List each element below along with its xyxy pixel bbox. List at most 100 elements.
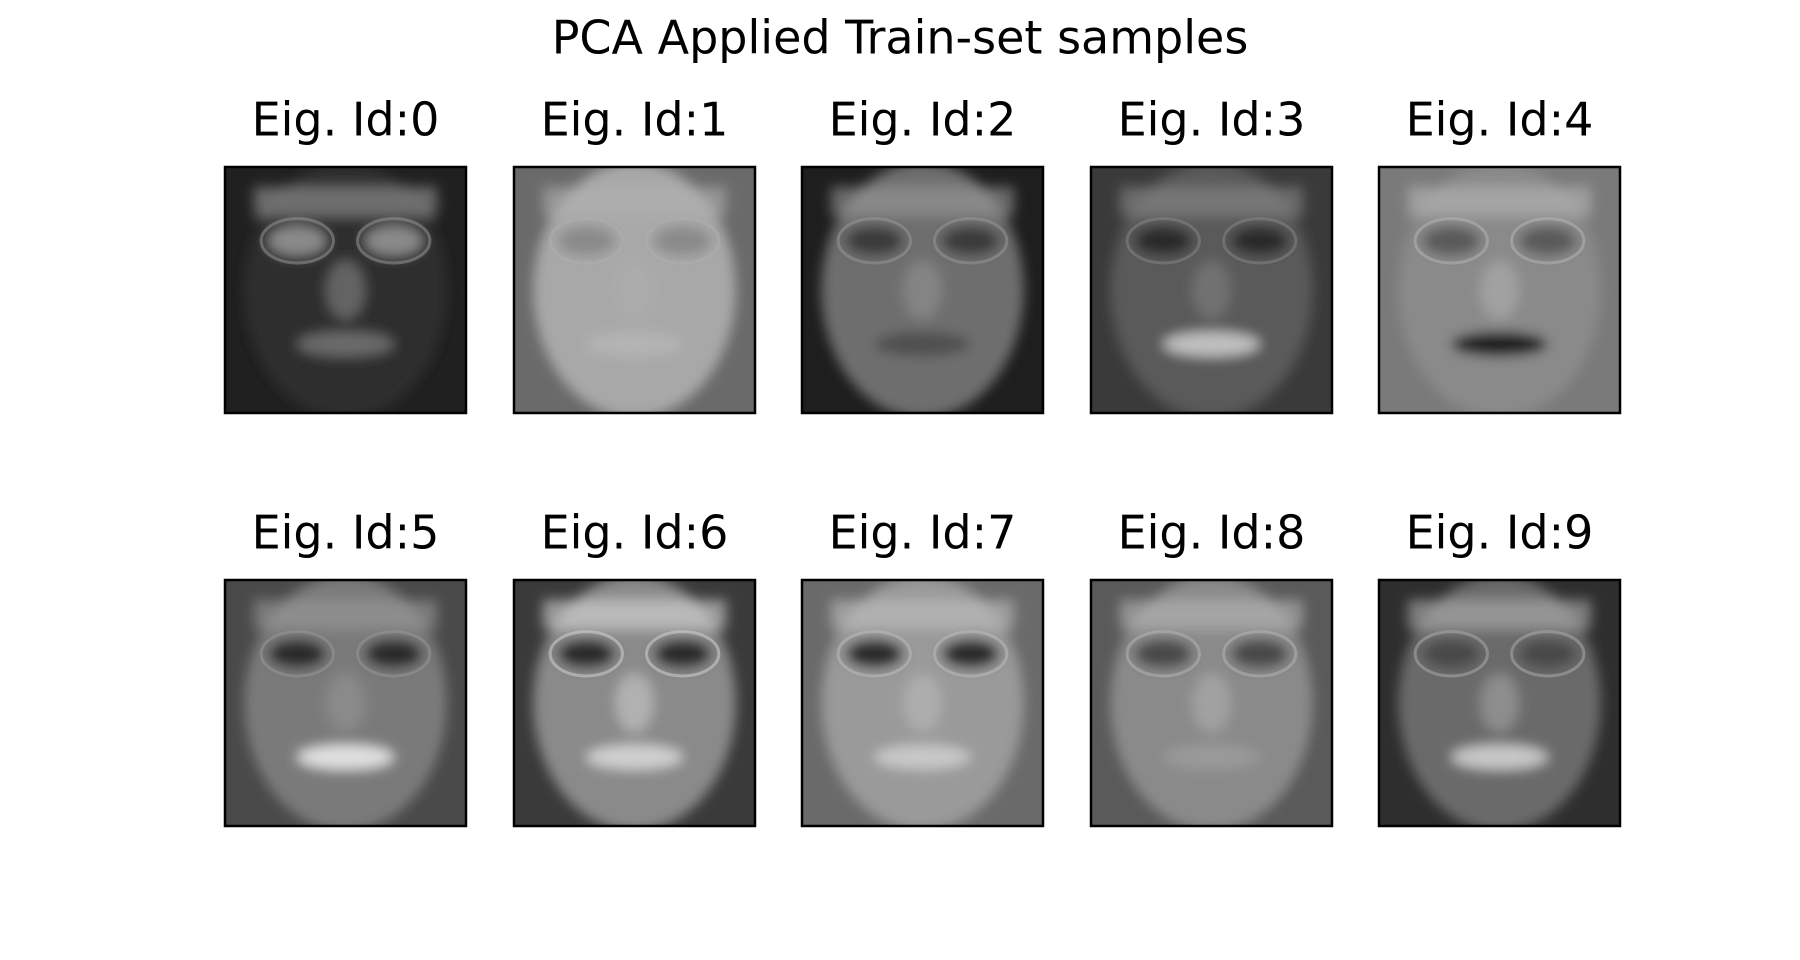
face-image xyxy=(225,167,466,413)
forehead xyxy=(253,186,438,217)
eye xyxy=(1134,639,1193,669)
face-shapes xyxy=(821,167,1024,413)
eye xyxy=(1230,226,1289,256)
eye xyxy=(268,639,327,669)
glasses xyxy=(933,217,1009,265)
glasses xyxy=(836,630,912,678)
face-panel: Eig. Id:0 xyxy=(223,93,468,415)
eye xyxy=(364,639,423,669)
glasses xyxy=(1222,630,1298,678)
face-image xyxy=(802,167,1043,413)
panel-frame xyxy=(223,165,468,415)
face-shapes xyxy=(1110,580,1313,826)
glasses xyxy=(1413,217,1489,265)
panel-label: Eig. Id:2 xyxy=(829,93,1017,147)
nose xyxy=(326,260,365,320)
eye xyxy=(557,226,616,256)
mouth xyxy=(1163,744,1260,770)
panel-frame xyxy=(512,578,757,828)
forehead xyxy=(830,186,1015,217)
panel-frame xyxy=(800,578,1045,828)
eye xyxy=(1518,226,1577,256)
face-panel: Eig. Id:1 xyxy=(512,93,757,415)
face-panel: Eig. Id:8 xyxy=(1089,506,1334,828)
face-image xyxy=(514,167,755,413)
eye xyxy=(653,639,712,669)
face-image xyxy=(1091,580,1332,826)
glasses xyxy=(836,217,912,265)
face-image xyxy=(1091,167,1332,413)
nose xyxy=(1192,673,1231,733)
face-panel: Eig. Id:2 xyxy=(800,93,1045,415)
face-panel: Eig. Id:7 xyxy=(800,506,1045,828)
mouth xyxy=(1163,331,1260,357)
face-panel: Eig. Id:3 xyxy=(1089,93,1334,415)
nose xyxy=(903,673,942,733)
glasses xyxy=(1125,630,1201,678)
mouth xyxy=(586,744,683,770)
face-shapes xyxy=(821,580,1024,826)
forehead xyxy=(1119,599,1304,630)
eye xyxy=(364,226,423,256)
eye xyxy=(941,226,1000,256)
glasses xyxy=(645,630,721,678)
eye xyxy=(941,639,1000,669)
forehead xyxy=(1407,599,1592,630)
nose xyxy=(1480,673,1519,733)
nose xyxy=(903,260,942,320)
mouth xyxy=(874,744,971,770)
panel-label: Eig. Id:7 xyxy=(829,506,1017,560)
mouth xyxy=(586,331,683,357)
glasses xyxy=(1125,217,1201,265)
glasses xyxy=(259,217,335,265)
eye xyxy=(845,226,904,256)
face-image xyxy=(514,580,755,826)
panel-label: Eig. Id:5 xyxy=(252,506,440,560)
eye xyxy=(1422,639,1481,669)
panel-label: Eig. Id:3 xyxy=(1118,93,1306,147)
eye xyxy=(1230,639,1289,669)
nose xyxy=(326,673,365,733)
face-shapes xyxy=(1398,580,1601,826)
eye xyxy=(653,226,712,256)
nose xyxy=(615,260,654,320)
glasses xyxy=(259,630,335,678)
panel-label: Eig. Id:6 xyxy=(541,506,729,560)
eye xyxy=(557,639,616,669)
glasses xyxy=(356,217,432,265)
nose xyxy=(1480,260,1519,320)
face-shapes xyxy=(533,167,736,413)
glasses xyxy=(1510,217,1586,265)
face-panel: Eig. Id:9 xyxy=(1377,506,1622,828)
face-shapes xyxy=(244,580,447,826)
mouth xyxy=(874,331,971,357)
face-image xyxy=(802,580,1043,826)
glasses xyxy=(1510,630,1586,678)
nose xyxy=(615,673,654,733)
eye xyxy=(1422,226,1481,256)
panel-label: Eig. Id:1 xyxy=(541,93,729,147)
mouth xyxy=(1451,331,1548,357)
panel-frame xyxy=(223,578,468,828)
forehead xyxy=(542,599,727,630)
glasses xyxy=(1222,217,1298,265)
panel-label: Eig. Id:8 xyxy=(1118,506,1306,560)
face-shapes xyxy=(1110,167,1313,413)
mouth xyxy=(1451,744,1548,770)
forehead xyxy=(253,599,438,630)
forehead xyxy=(1119,186,1304,217)
panel-frame xyxy=(1089,165,1334,415)
figure-title: PCA Applied Train-set samples xyxy=(552,11,1249,65)
glasses xyxy=(933,630,1009,678)
face-image xyxy=(1379,167,1620,413)
mouth xyxy=(297,744,394,770)
face-image xyxy=(225,580,466,826)
face-shapes xyxy=(533,580,736,826)
face-image xyxy=(1379,580,1620,826)
face-panel: Eig. Id:5 xyxy=(223,506,468,828)
nose xyxy=(1192,260,1231,320)
eye xyxy=(1518,639,1577,669)
panel-frame xyxy=(1377,165,1622,415)
